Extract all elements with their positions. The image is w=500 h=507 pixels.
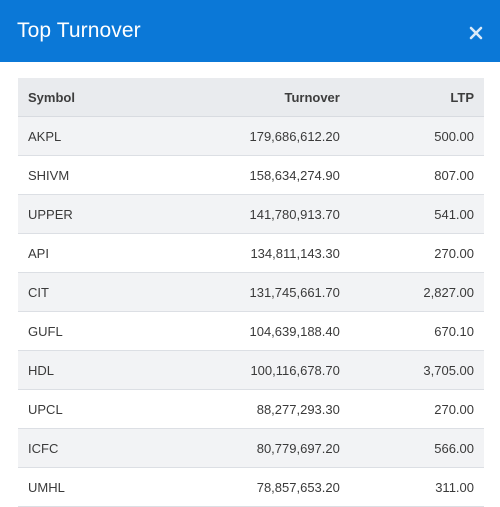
- cell-symbol: UMHL: [18, 467, 143, 507]
- cell-ltp: 311.00: [352, 467, 484, 507]
- cell-turnover: 179,686,612.20: [142, 116, 353, 156]
- cell-turnover: 80,779,697.20: [142, 428, 353, 468]
- cell-turnover: 104,639,188.40: [142, 311, 353, 351]
- cell-turnover: 78,857,653.20: [142, 467, 353, 507]
- cell-ltp: 270.00: [352, 233, 484, 273]
- cell-ltp: 541.00: [352, 194, 484, 234]
- close-button[interactable]: [466, 23, 486, 43]
- cell-symbol: UPPER: [18, 194, 143, 234]
- cell-turnover: 141,780,913.70: [142, 194, 353, 234]
- cell-turnover: 100,116,678.70: [142, 350, 353, 390]
- cell-turnover: 88,277,293.30: [142, 389, 353, 429]
- turnover-table: Symbol Turnover LTP AKPL 179,686,612.20 …: [18, 78, 484, 507]
- header-turnover[interactable]: Turnover: [142, 78, 353, 117]
- table-row[interactable]: UMHL 78,857,653.20 311.00: [18, 467, 484, 507]
- cell-turnover: 131,745,661.70: [142, 272, 353, 312]
- table-row[interactable]: SHIVM 158,634,274.90 807.00: [18, 155, 484, 195]
- cell-symbol: UPCL: [18, 389, 143, 429]
- cell-ltp: 270.00: [352, 389, 484, 429]
- cell-symbol: CIT: [18, 272, 143, 312]
- cell-ltp: 566.00: [352, 428, 484, 468]
- cell-turnover: 134,811,143.30: [142, 233, 353, 273]
- cell-symbol: GUFL: [18, 311, 143, 351]
- cell-symbol: AKPL: [18, 116, 143, 156]
- table-row[interactable]: UPPER 141,780,913.70 541.00: [18, 194, 484, 234]
- table-row[interactable]: UPCL 88,277,293.30 270.00: [18, 389, 484, 429]
- modal-body: Symbol Turnover LTP AKPL 179,686,612.20 …: [0, 62, 500, 507]
- cell-turnover: 158,634,274.90: [142, 155, 353, 195]
- cell-ltp: 807.00: [352, 155, 484, 195]
- header-symbol[interactable]: Symbol: [18, 78, 143, 117]
- table-row[interactable]: GUFL 104,639,188.40 670.10: [18, 311, 484, 351]
- cell-ltp: 500.00: [352, 116, 484, 156]
- cell-symbol: HDL: [18, 350, 143, 390]
- close-x-icon: [469, 26, 483, 40]
- cell-symbol: SHIVM: [18, 155, 143, 195]
- table-row[interactable]: AKPL 179,686,612.20 500.00: [18, 116, 484, 156]
- cell-symbol: API: [18, 233, 143, 273]
- cell-ltp: 3,705.00: [352, 350, 484, 390]
- table-row[interactable]: ICFC 80,779,697.20 566.00: [18, 428, 484, 468]
- cell-ltp: 670.10: [352, 311, 484, 351]
- table-header-row: Symbol Turnover LTP: [18, 78, 484, 117]
- cell-ltp: 2,827.00: [352, 272, 484, 312]
- modal-header: Top Turnover: [0, 0, 500, 62]
- header-ltp[interactable]: LTP: [352, 78, 484, 117]
- table-row[interactable]: HDL 100,116,678.70 3,705.00: [18, 350, 484, 390]
- table-row[interactable]: CIT 131,745,661.70 2,827.00: [18, 272, 484, 312]
- cell-symbol: ICFC: [18, 428, 143, 468]
- modal-title: Top Turnover: [17, 19, 141, 42]
- table-row[interactable]: API 134,811,143.30 270.00: [18, 233, 484, 273]
